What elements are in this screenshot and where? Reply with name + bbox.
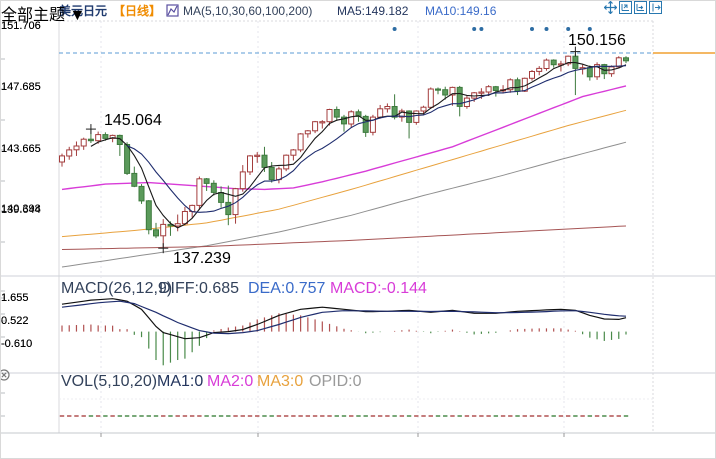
symbol-title: 美元日元	[59, 4, 108, 18]
ma-line-ma30	[61, 85, 627, 191]
left-axis-label: 143.665	[1, 143, 41, 155]
chevron-down-icon: ▼	[69, 7, 86, 24]
vol-title: VOL(5,10,20)	[61, 373, 158, 390]
event-dot	[587, 27, 592, 31]
macd-axis-label: -0.610	[1, 338, 33, 350]
pan-move-icon[interactable]	[603, 1, 618, 19]
low-marker	[158, 243, 169, 254]
fit-scale-icon[interactable]	[619, 1, 632, 19]
period-tag: 【日线】	[113, 4, 162, 18]
ma-line-ma5	[90, 62, 627, 229]
high-marker	[570, 46, 581, 57]
vol-ma2-value: MA2:0	[207, 373, 254, 390]
left-axis-label: 151.706	[1, 20, 41, 32]
right-axis-label: 147.685	[1, 81, 41, 93]
vol-ma1-value: MA1:0	[157, 373, 204, 390]
macd-diff-line	[61, 298, 627, 340]
zoom-range-icon[interactable]	[634, 1, 647, 19]
macd-diff-value: DIFF:0.685	[159, 280, 240, 297]
ma-line-ma200	[61, 225, 627, 250]
macd-axis-label: 1.655	[1, 292, 29, 304]
theme-dropdown[interactable]: 全部主题 ▼	[1, 1, 85, 25]
event-dot	[472, 27, 477, 31]
shift-right-icon[interactable]	[649, 1, 662, 19]
high-price-annotation: 150.156	[568, 32, 626, 49]
event-dot	[530, 27, 534, 31]
zoom-cancel-icon[interactable]	[1, 368, 11, 387]
macd-histogram	[61, 313, 627, 366]
ma-line-ma100	[61, 141, 627, 268]
vol-ma3-value: MA3:0	[257, 373, 304, 390]
ma-line-ma10	[126, 65, 627, 213]
macd-axis-label: 0.522	[1, 315, 29, 327]
ma5-value-label: MA5:149.182	[337, 4, 409, 18]
event-dot	[566, 27, 571, 31]
event-dot	[544, 27, 549, 31]
right-axis-label: 151.706	[1, 20, 41, 32]
candles-group	[59, 51, 629, 249]
macd-axis-label: 1.655	[1, 292, 29, 304]
macd-title: MACD(26,12,9)	[61, 280, 173, 297]
vol-opid-value: OPID:0	[309, 373, 362, 390]
low-price-annotation: 137.239	[173, 250, 231, 267]
event-dot	[479, 27, 484, 31]
macd-axis-label: -0.610	[1, 338, 33, 350]
high-marker	[85, 124, 96, 135]
macd-dea-line	[61, 300, 627, 335]
indicator-chart-icon	[166, 4, 179, 22]
right-axis-price-tag: 140.398	[1, 203, 41, 215]
macd-axis-label: 0.522	[1, 315, 29, 327]
event-dot	[392, 27, 397, 31]
macd-dea-value: DEA:0.757	[248, 280, 326, 297]
ma-params-label: MA(5,10,30,60,100,200)	[183, 4, 313, 18]
high-price-annotation: 145.064	[104, 112, 162, 129]
left-axis-label: 147.685	[1, 81, 41, 93]
ma10-value-label: MA10:149.16	[425, 4, 497, 18]
macd-value: MACD:-0.144	[330, 280, 427, 297]
left-axis-label: 139.644	[1, 204, 41, 216]
theme-dropdown-label: 全部主题	[1, 7, 66, 24]
right-axis-label: 143.665	[1, 143, 41, 155]
